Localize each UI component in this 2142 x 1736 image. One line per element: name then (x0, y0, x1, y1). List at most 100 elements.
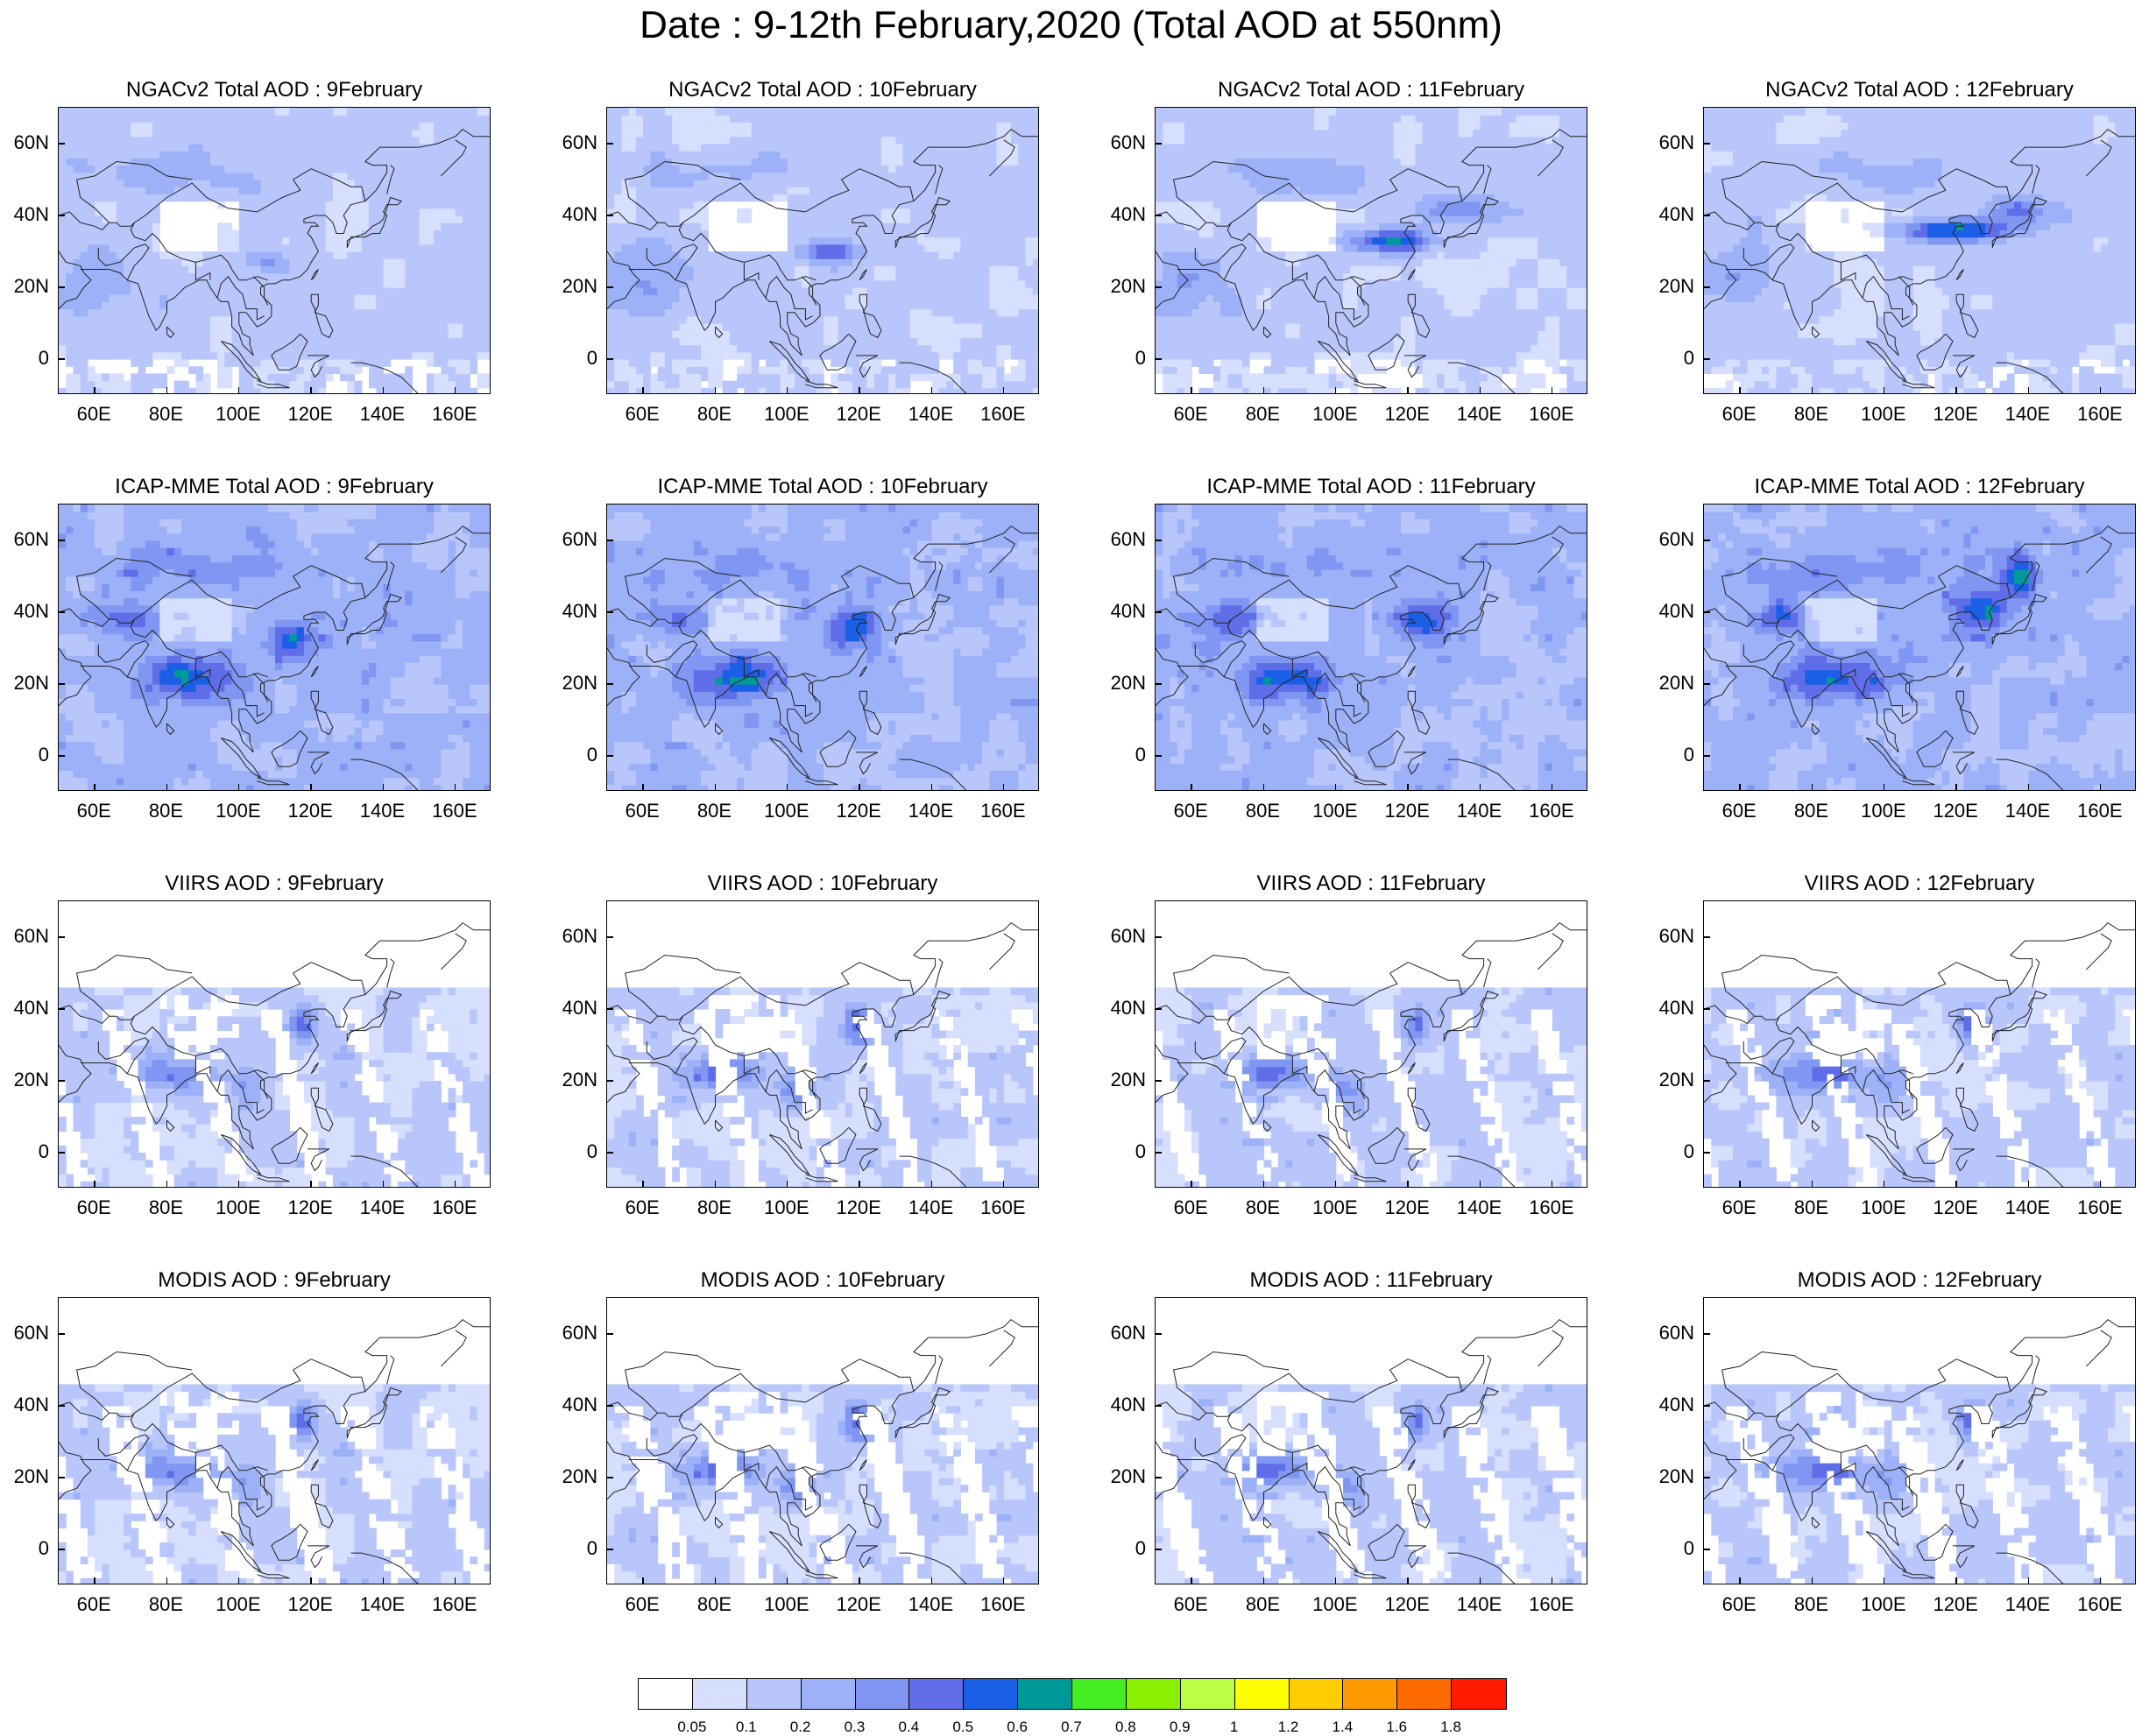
aod-cell (1026, 115, 1034, 123)
aod-cell (95, 287, 103, 295)
aod-cell (224, 287, 232, 295)
aod-cell (614, 316, 622, 324)
aod-cell (1033, 294, 1039, 302)
aod-cell (217, 144, 225, 152)
aod-cell (960, 323, 968, 331)
aod-cell (1170, 273, 1177, 281)
aod-cell (1177, 381, 1185, 389)
aod-cell (167, 166, 175, 173)
aod-cell (174, 137, 182, 145)
aod-cell (752, 122, 760, 130)
aod-cell (1026, 215, 1034, 223)
aod-cell (924, 166, 932, 173)
aod-cell (318, 215, 326, 223)
aod-cell (1018, 273, 1026, 281)
aod-cell (939, 301, 947, 309)
aod-cell (730, 166, 738, 173)
aod-cell (845, 222, 853, 230)
aod-cell (643, 273, 651, 281)
aod-cell (658, 301, 666, 309)
aod-cell (484, 244, 491, 252)
aod-cell (1170, 280, 1177, 288)
aod-cell (1018, 180, 1026, 187)
aod-cell (181, 137, 189, 145)
aod-cell (232, 144, 240, 152)
aod-cell (1033, 130, 1039, 138)
aod-cell (347, 366, 355, 374)
aod-cell (888, 115, 896, 123)
aod-cell (362, 173, 370, 180)
aod-cell (449, 265, 456, 273)
aod-cell (412, 158, 420, 166)
aod-cell (152, 201, 160, 209)
aod-cell (636, 280, 644, 288)
aod-cell (665, 244, 673, 252)
aod-cell (340, 251, 348, 259)
aod-cell (420, 316, 428, 324)
aod-cell (1213, 180, 1221, 187)
aod-cell (788, 187, 795, 194)
aod-cell (766, 366, 774, 374)
aod-cell (989, 151, 997, 159)
aod-cell (333, 265, 341, 273)
aod-cell (817, 158, 824, 166)
aod-cell (181, 287, 189, 295)
aod-cell (636, 122, 644, 130)
aod-cell (311, 323, 319, 331)
aod-cell (903, 180, 911, 187)
aod-cell (795, 108, 802, 116)
aod-cell (456, 294, 463, 302)
aod-cell (759, 323, 767, 331)
aod-cell (369, 158, 377, 166)
aod-cell (766, 345, 774, 353)
aod-cell (195, 265, 203, 273)
aod-cell (376, 166, 384, 173)
aod-cell (968, 359, 976, 367)
aod-cell (1033, 359, 1039, 367)
aod-cell (268, 115, 276, 123)
aod-cell (167, 301, 175, 309)
aod-cell (59, 294, 67, 302)
aod-cell (477, 194, 485, 201)
aod-cell (268, 151, 276, 159)
aod-cell (672, 151, 680, 159)
aod-cell (239, 373, 247, 381)
aod-cell (304, 301, 312, 309)
aod-cell (859, 151, 867, 159)
aod-cell (773, 388, 781, 394)
aod-cell (477, 187, 485, 194)
aod-cell (895, 323, 903, 331)
aod-cell (795, 222, 802, 230)
aod-cell (781, 144, 788, 152)
aod-cell (679, 316, 687, 324)
aod-cell (246, 151, 254, 159)
aod-cell (817, 345, 824, 353)
aod-cell (326, 115, 334, 123)
aod-cell (701, 388, 709, 394)
aod-cell (253, 294, 261, 302)
aod-cell (982, 280, 990, 288)
aod-cell (117, 229, 124, 237)
aod-cell (888, 287, 896, 295)
aod-cell (946, 251, 954, 259)
aod-cell (427, 373, 435, 381)
aod-cell (275, 388, 283, 394)
aod-cell (1156, 151, 1163, 159)
aod-cell (629, 137, 637, 145)
aod-cell (477, 258, 485, 266)
aod-cell (145, 122, 153, 130)
aod-cell (210, 330, 218, 338)
aod-cell (903, 144, 911, 152)
aod-cell (470, 115, 477, 123)
aod-cell (88, 122, 95, 130)
aod-cell (997, 352, 1005, 360)
aod-cell (968, 187, 976, 194)
aod-cell (946, 309, 954, 317)
aod-cell (917, 108, 925, 116)
aod-cell (1018, 215, 1026, 223)
aod-cell (333, 115, 341, 123)
aod-cell (456, 237, 463, 245)
aod-cell (289, 208, 297, 216)
aod-cell (643, 345, 651, 353)
